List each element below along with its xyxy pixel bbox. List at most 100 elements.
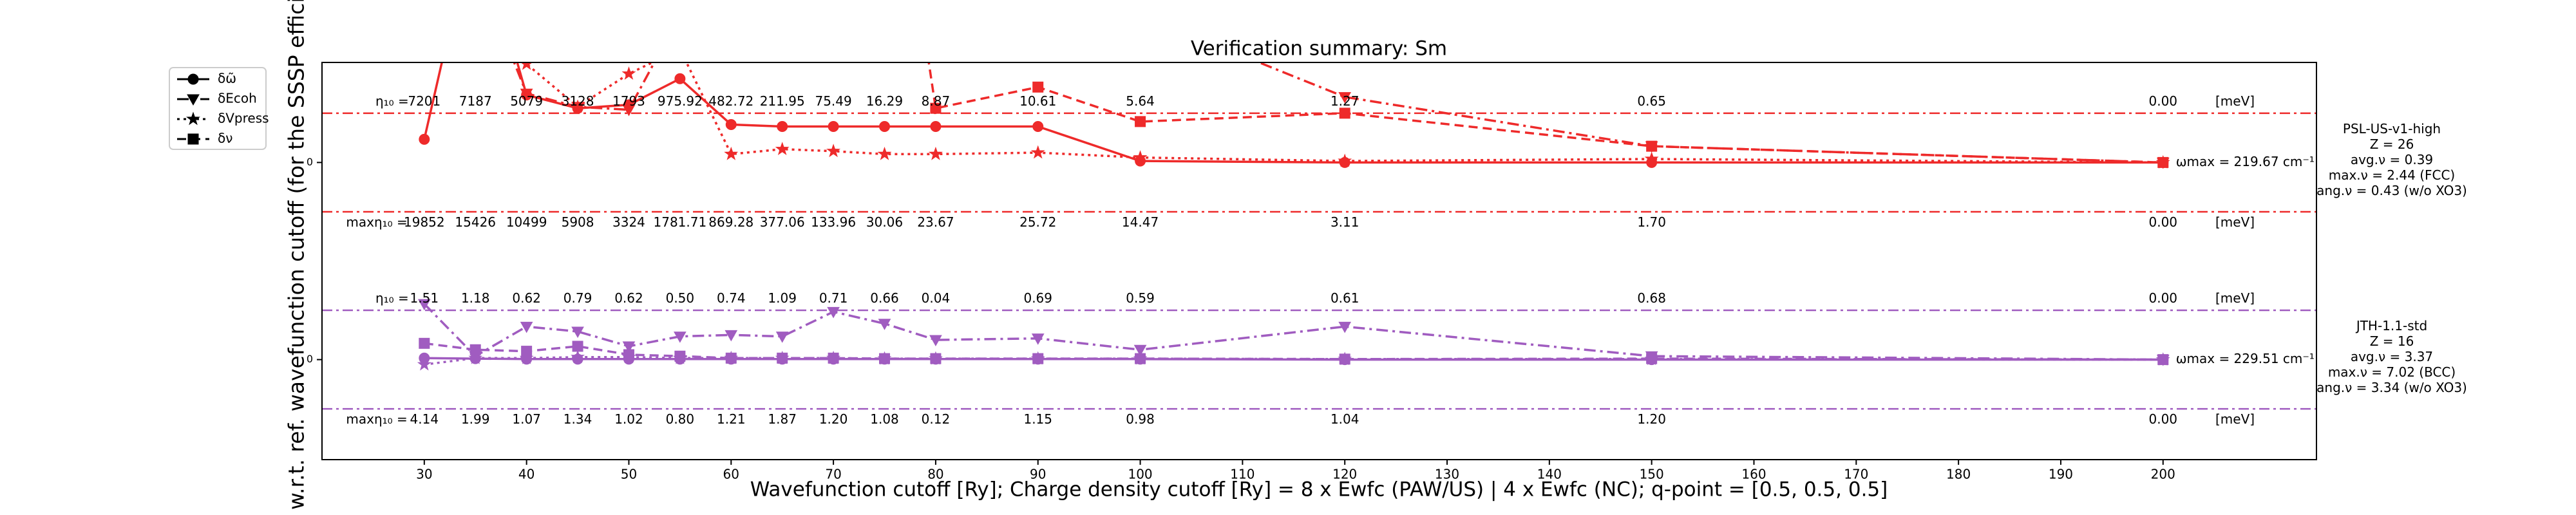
marker [520, 88, 533, 100]
eta-label: η₁₀ = [375, 93, 409, 109]
marker [930, 353, 942, 364]
units-label: [meV] [2215, 93, 2255, 109]
legend-marker [186, 111, 200, 126]
x-tick-label: 60 [723, 467, 739, 482]
marker [928, 146, 943, 160]
plot-area [322, 62, 2316, 410]
eta-value: 1.09 [768, 290, 797, 306]
marker [828, 352, 839, 364]
marker [1030, 145, 1045, 159]
units-label: [meV] [2215, 411, 2255, 427]
marker [879, 353, 891, 364]
pseudo-info: max.ν = 7.02 (BCC) [2328, 364, 2456, 380]
max-eta-value: 0.00 [2149, 214, 2178, 230]
eta-value: 1.51 [410, 290, 439, 306]
marker [1339, 353, 1350, 365]
max-eta-value: 30.06 [866, 214, 903, 230]
axes-frame [321, 62, 2317, 460]
series-line [424, 342, 2163, 361]
marker [417, 299, 431, 311]
max-eta-value: 3.11 [1331, 214, 1359, 230]
legend-marker [187, 73, 199, 85]
max-eta-value: 19852 [404, 214, 445, 230]
max-eta-value: 1.20 [819, 411, 848, 427]
pseudo-info: Z = 16 [2370, 333, 2414, 349]
max-eta-value: 1.70 [1637, 214, 1666, 230]
pseudo-info: avg.ν = 3.37 [2351, 349, 2433, 364]
eta-value: 8.87 [922, 93, 951, 109]
marker [724, 146, 739, 160]
marker [1135, 116, 1146, 127]
pseudo-info: JTH-1.1-std [2355, 318, 2427, 333]
max-eta-label: maxη₁₀ = [346, 214, 407, 230]
omega-label: ωmax = 229.51 cm⁻¹ [2176, 351, 2315, 366]
eta-value: 7187 [459, 93, 492, 109]
legend-label: δEcoh [218, 91, 257, 106]
marker [724, 330, 738, 342]
omega-label: ωmax = 219.67 cm⁻¹ [2176, 154, 2315, 169]
max-eta-value: 0.12 [922, 411, 951, 427]
y-tick-label: 0 [307, 353, 313, 365]
marker [1646, 140, 1658, 152]
eta-value: 0.65 [1637, 93, 1666, 109]
max-eta-value: 14.47 [1122, 214, 1159, 230]
marker [777, 121, 788, 133]
eta-value: 16.29 [866, 93, 903, 109]
eta-value: 1.18 [461, 290, 490, 306]
marker [622, 341, 636, 353]
max-eta-value: 1.21 [717, 411, 746, 427]
max-eta-value: 1.02 [614, 411, 643, 427]
eta-value: 0.50 [666, 290, 695, 306]
eta-value: 7201 [408, 93, 440, 109]
marker [674, 350, 686, 362]
eta-value: 3128 [562, 93, 594, 109]
x-tick-label: 170 [1844, 467, 1868, 482]
marker [571, 326, 584, 338]
max-eta-value: 3324 [612, 214, 645, 230]
eta-value: 5079 [510, 93, 543, 109]
max-eta-value: 133.96 [811, 214, 856, 230]
marker [1646, 353, 1658, 364]
marker [930, 102, 942, 114]
marker [1133, 150, 1148, 164]
x-tick-label: 150 [1640, 467, 1664, 482]
max-eta-value: 10499 [506, 214, 547, 230]
marker [777, 352, 788, 364]
eta-value: 0.68 [1637, 290, 1666, 306]
marker [877, 146, 892, 160]
eta-value: 975.92 [658, 93, 703, 109]
eta-label: η₁₀ = [375, 290, 409, 306]
units-label: [meV] [2215, 290, 2255, 306]
x-tick-label: 50 [621, 467, 637, 482]
x-tick-label: 180 [1946, 467, 1971, 482]
eta-value: 482.72 [708, 93, 753, 109]
pseudo-info: max.ν = 2.44 (FCC) [2329, 167, 2456, 183]
max-eta-value: 15426 [455, 214, 496, 230]
pseudo-info: PSL-US-v1-high [2343, 121, 2441, 136]
max-eta-value: 1781.71 [654, 214, 707, 230]
eta-value: 0.61 [1331, 290, 1359, 306]
eta-value: 0.71 [819, 290, 848, 306]
marker [1032, 121, 1044, 133]
legend-label: δVpress [218, 111, 269, 126]
x-tick-label: 100 [1128, 467, 1152, 482]
max-eta-value: 1.99 [461, 411, 490, 427]
marker [571, 350, 585, 364]
max-eta-value: 1.04 [1331, 411, 1359, 427]
eta-value: 0.74 [717, 290, 746, 306]
marker [469, 344, 481, 355]
marker [571, 99, 585, 113]
max-eta-label: maxη₁₀ = [346, 411, 407, 427]
marker [929, 335, 942, 347]
marker [1135, 353, 1146, 364]
marker [1338, 153, 1352, 167]
x-tick-label: 130 [1435, 467, 1459, 482]
legend-marker [187, 94, 200, 106]
x-tick-label: 160 [1741, 467, 1766, 482]
marker [623, 349, 634, 360]
marker [725, 352, 737, 364]
marker [674, 332, 687, 343]
series-line [513, 62, 2163, 164]
eta-value: 0.00 [2149, 290, 2178, 306]
marker [1339, 108, 1350, 119]
